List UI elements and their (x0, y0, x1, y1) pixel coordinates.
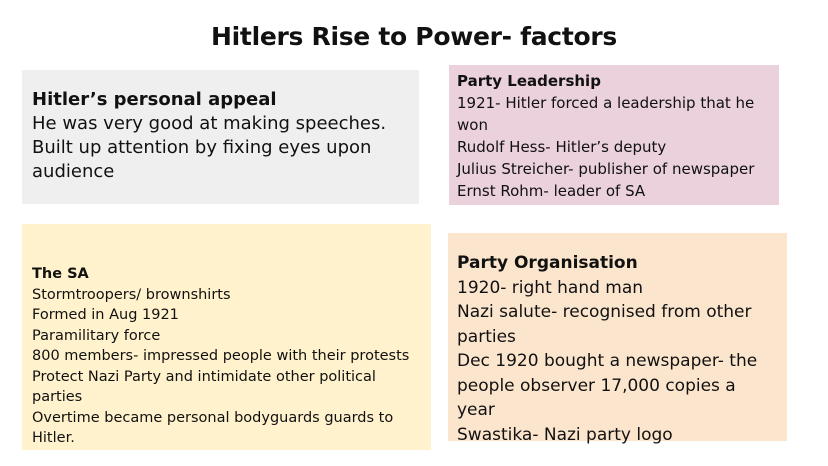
box-heading: The SA (32, 266, 89, 282)
box-line: Stormtroopers/ brownshirts (32, 286, 231, 303)
party-organisation-box: Party Organisation 1920- right hand man … (448, 233, 787, 445)
box-heading: Party Organisation (457, 253, 638, 273)
box-line: Overtime became personal bodyguards guar… (32, 409, 394, 426)
box-line: Swastika- Nazi party logo (457, 424, 673, 445)
page-title: Hitlers Rise to Power- factors (211, 22, 617, 51)
box-line: He was very good at making speeches. (32, 113, 387, 134)
box-line: Julius Streicher- publisher of newspaper (457, 160, 755, 178)
box-line: Dec 1920 bought a newspaper- the (457, 351, 758, 371)
box-line: Ernst Rohm- leader of SA (457, 182, 646, 200)
box-heading: Party Leadership (457, 72, 601, 90)
personal-appeal-box: Hitler’s personal appeal He was very goo… (22, 70, 419, 204)
box-line: Formed in Aug 1921 (32, 307, 179, 323)
box-line: people observer 17,000 copies a year (457, 375, 736, 421)
box-line: audience (32, 161, 115, 182)
box-line: 1921- Hitler forced a leadership that he (457, 94, 755, 112)
the-sa-box: The SA Stormtroopers/ brownshirts Formed… (22, 224, 431, 450)
box-line: 800 members- impressed people with their… (32, 348, 410, 364)
box-heading: Hitler’s personal appeal (32, 89, 277, 110)
box-line: Nazi salute- recognised from other (457, 302, 752, 322)
box-line: parties (457, 326, 516, 347)
box-line: Hitler. (32, 430, 75, 446)
box-line: Built up attention by fixing eyes upon (32, 137, 372, 158)
box-line: Protect Nazi Party and intimidate other … (32, 368, 376, 406)
box-line: Rudolf Hess- Hitler’s deputy (457, 138, 667, 156)
box-line: won (457, 116, 488, 134)
box-line: Paramilitary force (32, 327, 161, 344)
party-leadership-box: Party Leadership 1921- Hitler forced a l… (449, 65, 779, 205)
box-line: 1920- right hand man (457, 277, 644, 298)
